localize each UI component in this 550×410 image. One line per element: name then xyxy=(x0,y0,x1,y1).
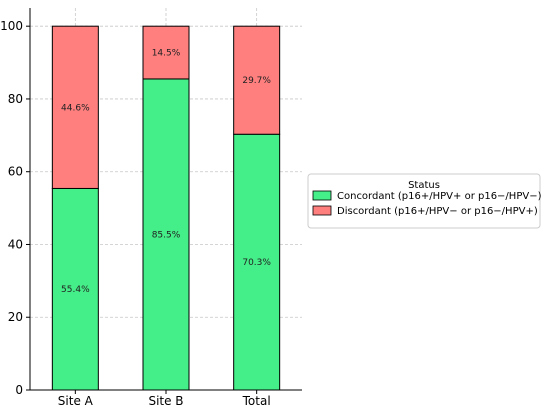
bar-discordant-total xyxy=(233,25,281,135)
legend: Status Concordant (p16+/HPV+ or p16−/HPV… xyxy=(307,173,542,229)
y-tick-label: 100 xyxy=(0,19,23,33)
y-tick-label: 80 xyxy=(8,92,23,106)
data-label: 14.5% xyxy=(152,49,181,59)
data-label: 44.6% xyxy=(61,103,90,113)
bar-concordant-site-b xyxy=(142,78,190,391)
bar-concordant-total xyxy=(233,133,281,391)
legend-swatch-discordant xyxy=(312,205,332,216)
data-label: 85.5% xyxy=(152,230,181,240)
bar-discordant-site-b xyxy=(142,25,190,80)
legend-title: Status xyxy=(408,180,440,191)
legend-label-discordant: Discordant (p16+/HPV− or p16−/HPV+) xyxy=(337,206,538,217)
data-label: 70.3% xyxy=(242,258,271,268)
data-label: 29.7% xyxy=(242,76,271,86)
bar-discordant-site-a xyxy=(51,25,99,189)
legend-swatch-concordant xyxy=(312,190,332,201)
data-labels-layer: 55.4% 44.6% 85.5% 14.5% 70.3% 29.7% xyxy=(61,49,271,296)
y-tick-label: 0 xyxy=(15,383,23,397)
y-tick-label: 40 xyxy=(8,237,23,251)
axes-layer: 0 20 40 60 80 100 Site A Site B Total xyxy=(0,8,302,408)
x-tick-label: Site A xyxy=(58,394,94,408)
bars-layer xyxy=(51,25,281,391)
data-label: 55.4% xyxy=(61,285,90,295)
y-tick-label: 60 xyxy=(8,165,23,179)
legend-label-concordant: Concordant (p16+/HPV+ or p16−/HPV−) xyxy=(337,191,542,202)
x-tick-label: Total xyxy=(242,394,271,408)
legend-frame xyxy=(307,173,541,229)
x-tick-label: Site B xyxy=(148,394,183,408)
y-tick-label: 20 xyxy=(8,310,23,324)
